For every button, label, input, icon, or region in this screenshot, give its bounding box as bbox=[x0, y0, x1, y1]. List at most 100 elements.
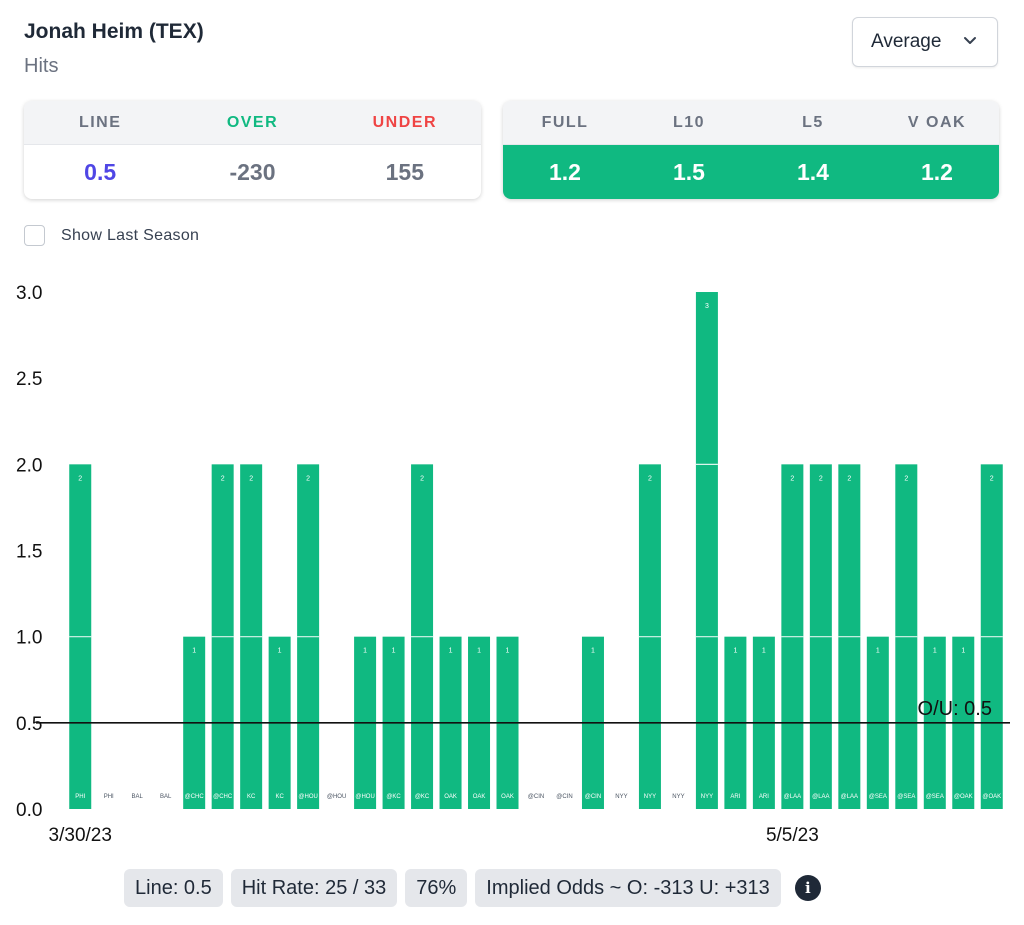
bar-value-label: 1 bbox=[392, 648, 396, 655]
summary-footer: Line: 0.5 Hit Rate: 25 / 33 76% Implied … bbox=[124, 869, 821, 907]
show-last-season-checkbox[interactable] bbox=[24, 225, 45, 246]
l10-value: 1.5 bbox=[673, 158, 705, 185]
hits-bar-chart: 0.0 0.5 1.0 1.5 2.0 2.5 3.0 2 PHI PHI BAL BAL 1 @CHC 2… bbox=[16, 283, 1010, 846]
bar-value-label: 2 bbox=[847, 475, 851, 482]
line-pill: Line: 0.5 bbox=[124, 869, 223, 907]
bar-value-label: 1 bbox=[961, 648, 965, 655]
show-last-season-toggle[interactable]: Show Last Season bbox=[24, 225, 199, 246]
bar-value-label: 2 bbox=[306, 475, 310, 482]
bar-value-label: 3 bbox=[705, 303, 709, 310]
bar-value-label: 2 bbox=[990, 475, 994, 482]
y-tick-label: 0.5 bbox=[16, 714, 42, 735]
over-header: OVER bbox=[226, 113, 279, 131]
x-category-label: NYY bbox=[615, 794, 627, 800]
averages-card: FULL L10 L5 V OAK 1.2 1.5 1.4 1.2 bbox=[503, 101, 999, 199]
under-odds-value: 155 bbox=[385, 158, 424, 185]
bar-value-label: 2 bbox=[78, 475, 82, 482]
x-category-label: NYY bbox=[701, 794, 713, 800]
x-category-label: PHI bbox=[104, 794, 114, 800]
x-category-label: PHI bbox=[75, 794, 85, 800]
bar-value-label: 1 bbox=[762, 648, 766, 655]
l5-header: L5 bbox=[802, 113, 824, 131]
bar-value-label: 2 bbox=[648, 475, 652, 482]
hit-percent-pill: 76% bbox=[405, 869, 468, 907]
average-select[interactable]: Average bbox=[852, 17, 998, 67]
x-category-label: OAK bbox=[501, 794, 514, 800]
x-category-label: @HOU bbox=[327, 794, 346, 800]
bar-value-label: 1 bbox=[876, 648, 880, 655]
x-category-label: @LAA bbox=[841, 794, 858, 800]
bar-value-label: 1 bbox=[933, 648, 937, 655]
line-header: LINE bbox=[78, 113, 122, 131]
odds-card: LINE OVER UNDER 0.5 -230 155 bbox=[24, 101, 481, 199]
chevron-down-icon bbox=[964, 37, 976, 44]
x-date-label: 5/5/23 bbox=[766, 825, 819, 846]
x-category-label: @LAA bbox=[812, 794, 829, 800]
y-tick-label: 2.0 bbox=[16, 455, 42, 476]
x-category-label: NYY bbox=[644, 794, 656, 800]
odds-header-row: LINE OVER UNDER bbox=[24, 101, 481, 145]
y-tick-label: 0.0 bbox=[16, 800, 42, 821]
x-category-label: KC bbox=[275, 794, 284, 800]
x-category-label: KC bbox=[247, 794, 256, 800]
vs-opponent-header: V OAK bbox=[907, 113, 967, 131]
l5-value: 1.4 bbox=[797, 158, 829, 185]
over-odds-value: -230 bbox=[229, 158, 276, 185]
l10-header: L10 bbox=[672, 113, 706, 131]
bar-value-label: 2 bbox=[249, 475, 253, 482]
bar-value-label: 1 bbox=[449, 648, 453, 655]
stat-type: Hits bbox=[24, 55, 59, 77]
x-category-label: OAK bbox=[473, 794, 486, 800]
x-category-label: @HOU bbox=[355, 794, 374, 800]
x-category-label: @HOU bbox=[298, 794, 317, 800]
bar-value-label: 1 bbox=[278, 648, 282, 655]
x-category-label: OAK bbox=[444, 794, 457, 800]
x-category-label: ARI bbox=[730, 794, 740, 800]
y-tick-label: 2.5 bbox=[16, 369, 42, 390]
under-header: UNDER bbox=[372, 113, 438, 131]
x-category-label: @SEA bbox=[869, 794, 887, 800]
player-name: Jonah Heim (TEX) bbox=[24, 20, 204, 43]
bar-value-label: 1 bbox=[477, 648, 481, 655]
bar-value-label: 2 bbox=[420, 475, 424, 482]
ou-reference-label: O/U: 0.5 bbox=[918, 698, 992, 720]
odds-value-row: 0.5 -230 155 bbox=[24, 145, 481, 199]
bar-value-label: 2 bbox=[904, 475, 908, 482]
x-category-label: ARI bbox=[759, 794, 769, 800]
bar-value-label: 1 bbox=[591, 648, 595, 655]
full-header: FULL bbox=[541, 113, 589, 131]
bar-value-label: 1 bbox=[506, 648, 510, 655]
implied-odds-pill: Implied Odds ~ O: -313 U: +313 bbox=[475, 869, 781, 907]
x-category-label: BAL bbox=[132, 794, 144, 800]
average-select-value: Average bbox=[871, 31, 942, 52]
bar-value-label: 1 bbox=[192, 648, 196, 655]
hit-rate-pill: Hit Rate: 25 / 33 bbox=[230, 869, 398, 907]
averages-value-row: 1.2 1.5 1.4 1.2 bbox=[503, 145, 999, 199]
averages-header-row: FULL L10 L5 V OAK bbox=[503, 101, 999, 145]
info-icon[interactable]: i bbox=[794, 875, 821, 901]
x-date-label: 3/30/23 bbox=[49, 825, 112, 846]
x-category-label: @KC bbox=[415, 794, 430, 800]
x-category-label: @KC bbox=[386, 794, 401, 800]
x-category-label: @CIN bbox=[585, 794, 601, 800]
bar-value-label: 2 bbox=[790, 475, 794, 482]
x-category-label: NYY bbox=[672, 794, 684, 800]
x-category-label: @CHC bbox=[185, 794, 205, 800]
bar bbox=[695, 292, 718, 809]
bar-value-label: 1 bbox=[733, 648, 737, 655]
show-last-season-label: Show Last Season bbox=[61, 226, 200, 244]
line-value: 0.5 bbox=[84, 158, 117, 185]
y-tick-label: 3.0 bbox=[16, 283, 42, 304]
x-category-label: @CHC bbox=[213, 794, 233, 800]
y-tick-label: 1.5 bbox=[16, 542, 42, 563]
x-category-label: @OAK bbox=[954, 794, 973, 800]
bar-value-label: 1 bbox=[363, 648, 367, 655]
bar-value-label: 2 bbox=[819, 475, 823, 482]
vs-opponent-value: 1.2 bbox=[921, 158, 953, 185]
x-category-label: @LAA bbox=[784, 794, 801, 800]
bar-value-label: 2 bbox=[221, 475, 225, 482]
x-category-label: @SEA bbox=[926, 794, 944, 800]
x-category-label: @CIN bbox=[528, 794, 544, 800]
x-category-label: BAL bbox=[160, 794, 172, 800]
y-tick-label: 1.0 bbox=[16, 628, 42, 649]
